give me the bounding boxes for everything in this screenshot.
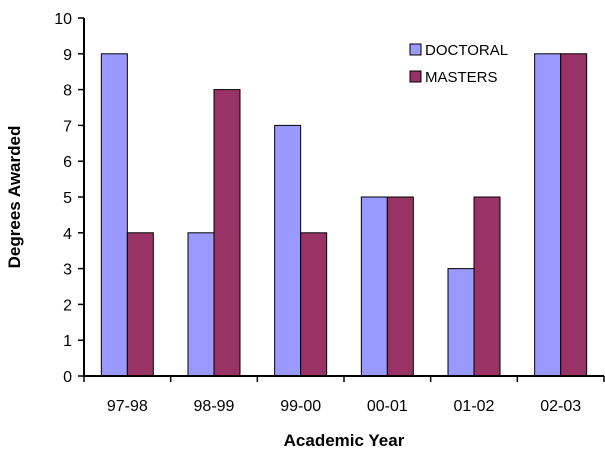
legend-label-doctoral: DOCTORAL <box>425 42 508 59</box>
y-tick-label: 10 <box>54 11 72 28</box>
legend-swatch-doctoral <box>409 43 422 56</box>
y-tick-label: 2 <box>63 297 72 314</box>
y-tick-label: 9 <box>63 47 72 64</box>
bar-masters-97-98 <box>126 232 154 377</box>
legend-label-masters: MASTERS <box>425 69 498 86</box>
bar-doctoral-97-98 <box>100 53 128 377</box>
bar-masters-01-02 <box>473 196 501 377</box>
bar-masters-99-00 <box>300 232 328 377</box>
bar-doctoral-00-01 <box>360 196 388 377</box>
y-tick-label: 5 <box>63 190 72 207</box>
axes <box>83 18 604 377</box>
y-tick-label: 3 <box>63 262 72 279</box>
legend-swatch-masters <box>409 70 422 83</box>
x-tick-label: 99-00 <box>280 398 321 415</box>
bar-doctoral-02-03 <box>534 53 562 377</box>
y-axis-title: Degrees Awarded <box>5 126 24 269</box>
bars <box>100 53 588 377</box>
x-tick-label: 01-02 <box>454 398 495 415</box>
y-tick-label: 6 <box>63 154 72 171</box>
legend: DOCTORAL MASTERS <box>409 42 508 86</box>
y-tick-label: 7 <box>63 118 72 135</box>
y-axis-ticks: 0 1 2 3 4 5 6 7 8 9 10 <box>54 11 84 386</box>
x-tick-label: 02-03 <box>540 398 581 415</box>
x-axis-ticks: 97-98 98-99 99-00 00-01 01-02 02-03 <box>83 376 605 415</box>
bar-doctoral-99-00 <box>274 124 302 377</box>
bar-doctoral-01-02 <box>447 268 475 377</box>
y-tick-label: 0 <box>63 369 72 386</box>
bar-masters-98-99 <box>213 89 241 377</box>
x-axis-title: Academic Year <box>284 431 405 450</box>
y-tick-label: 8 <box>63 83 72 100</box>
y-tick-label: 4 <box>63 226 72 243</box>
x-tick-label: 00-01 <box>367 398 408 415</box>
bar-doctoral-98-99 <box>187 232 215 377</box>
bar-masters-02-03 <box>560 53 588 377</box>
x-tick-label: 98-99 <box>194 398 235 415</box>
y-tick-label: 1 <box>63 333 72 350</box>
bar-masters-00-01 <box>386 196 414 377</box>
x-tick-label: 97-98 <box>107 398 148 415</box>
